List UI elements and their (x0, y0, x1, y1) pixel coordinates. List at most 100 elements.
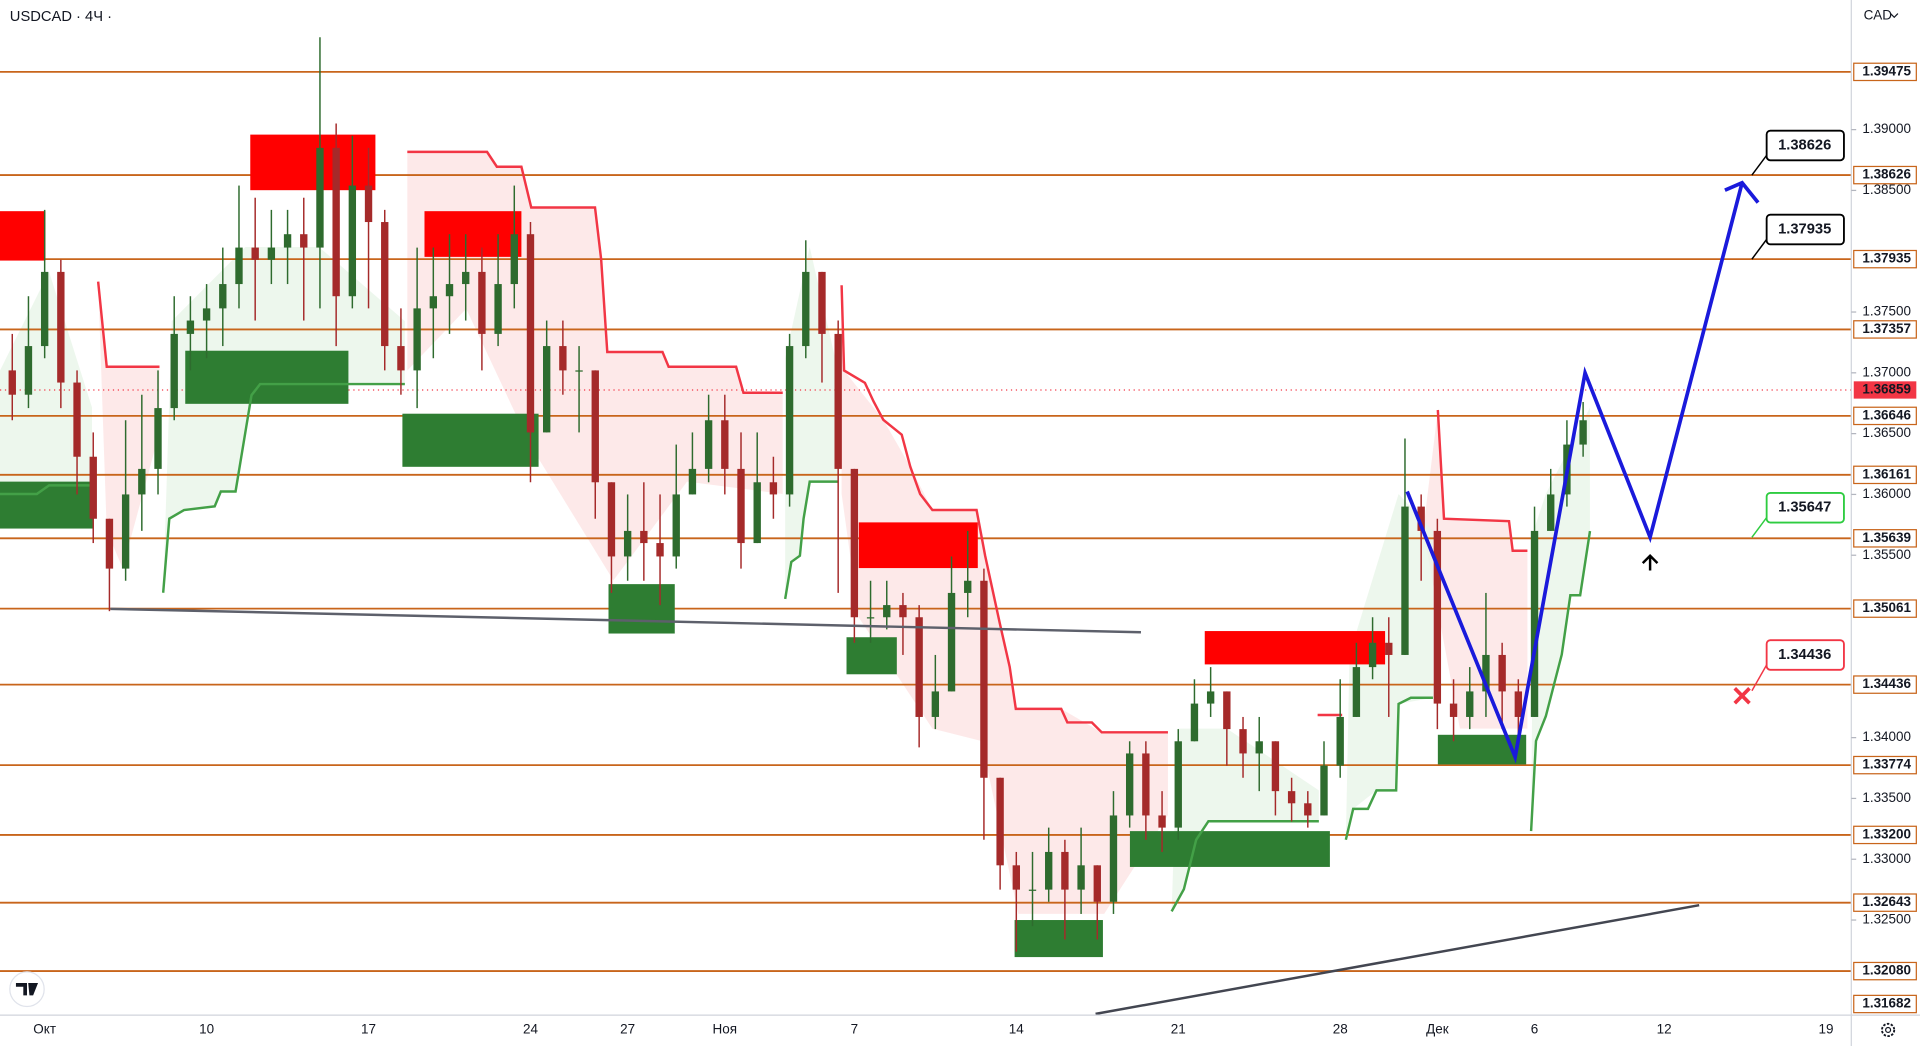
candle-body (1061, 851, 1069, 890)
candle-body (1547, 494, 1555, 531)
candle-body (915, 617, 923, 717)
supply-zone (1204, 631, 1386, 665)
candle-body (364, 185, 373, 223)
supertrend-down (407, 150, 783, 394)
supply-zone (858, 522, 978, 569)
candle-body (445, 284, 454, 297)
x-tick-label: Ноя (713, 1021, 738, 1036)
candle-body (526, 234, 535, 433)
candle-body (1223, 691, 1231, 730)
zones (0, 134, 1527, 958)
level-label: 1.31682 (1862, 996, 1911, 1011)
target-label: 1.35647 (1778, 500, 1831, 516)
trend-shade (785, 246, 838, 599)
candle-body (381, 222, 389, 347)
level-label-box (1853, 755, 1917, 775)
settings[interactable] (1881, 1022, 1896, 1038)
demand-zone (846, 637, 897, 675)
candle-body (1174, 741, 1182, 828)
candle-body (1352, 667, 1361, 717)
target-box (1765, 129, 1845, 162)
currency[interactable]: CAD (1864, 8, 1893, 23)
demand-zone (608, 584, 675, 634)
trend-line (110, 607, 1141, 634)
candle-body (1401, 506, 1409, 655)
level-label: 1.37357 (1862, 321, 1911, 336)
candle-body (802, 271, 810, 347)
x-tick-label: 19 (1819, 1021, 1834, 1036)
settings-icon[interactable] (1881, 1022, 1896, 1038)
x-tick-label: 28 (1333, 1021, 1348, 1036)
candle-body (542, 346, 551, 433)
target-box (1765, 213, 1845, 246)
candle-body (656, 543, 664, 557)
y-tick-label: 1.37500 (1862, 304, 1911, 319)
target-connector (1751, 517, 1768, 538)
candle-body (510, 234, 518, 285)
supertrend-down (840, 285, 1168, 734)
level-label: 1.36646 (1862, 407, 1911, 422)
candle-body (462, 271, 470, 285)
level-label: 1.36161 (1862, 466, 1911, 481)
demand-zone (1129, 831, 1330, 867)
x-tick-label: 10 (199, 1021, 214, 1036)
y-tick-label: 1.38500 (1862, 182, 1911, 197)
supertrend-down (1436, 409, 1528, 553)
candle-body (1206, 691, 1215, 704)
candle-body (672, 494, 680, 557)
supertrend-up (1344, 696, 1433, 841)
demand-zone (402, 413, 539, 467)
candle-body (1466, 691, 1474, 717)
candle-body (1433, 530, 1442, 704)
candle-body (1530, 530, 1539, 717)
candle-body (640, 530, 648, 544)
candle-body (1239, 729, 1247, 754)
level-label: 1.39475 (1862, 63, 1911, 78)
candle-body (332, 147, 340, 297)
x-tick-label: 7 (851, 1021, 859, 1036)
candle-body (73, 382, 81, 457)
candle-body (57, 271, 65, 383)
stop-marker (1733, 687, 1751, 705)
candle-body (1368, 642, 1377, 668)
candle-body (1579, 420, 1587, 445)
candle-body (996, 777, 1004, 866)
trend-shade (98, 281, 160, 569)
candle-body (737, 468, 745, 544)
currency-chevron[interactable] (1890, 13, 1899, 19)
candle-body (235, 247, 243, 285)
logo-mark (15, 983, 39, 996)
candle-body (1385, 642, 1393, 655)
supply-zone (0, 211, 46, 261)
x-tick-label: 27 (620, 1021, 635, 1036)
candle-body (478, 271, 486, 334)
candle-body (1190, 703, 1199, 742)
candle-body (105, 518, 114, 569)
x-tick-label: 17 (361, 1021, 376, 1036)
candle-body (1287, 791, 1296, 804)
supertrend-up (0, 484, 93, 496)
supertrend-up (1170, 820, 1319, 912)
target-box (1765, 491, 1845, 524)
chart-title: USDCAD · 4Ч · (10, 9, 112, 25)
candle-body (1514, 691, 1523, 717)
level-label-box (1853, 961, 1917, 981)
supertrend-up (783, 480, 838, 600)
trend-shade (1531, 407, 1590, 832)
level-label-box (1853, 165, 1917, 185)
logo (9, 971, 45, 1008)
candle-body (251, 247, 259, 260)
candle-body (980, 580, 988, 778)
candle-body (1271, 741, 1280, 792)
demand-zone (0, 481, 94, 529)
candle-body (559, 346, 567, 371)
candle-body (850, 468, 859, 618)
demand-zone (1014, 920, 1103, 958)
level-label: 1.35061 (1862, 600, 1911, 615)
settings-icon-core[interactable] (1885, 1026, 1892, 1034)
level-label: 1.32643 (1862, 894, 1911, 909)
candle-body (607, 482, 616, 557)
candle-body (931, 691, 940, 717)
level-label-box (1853, 465, 1917, 485)
